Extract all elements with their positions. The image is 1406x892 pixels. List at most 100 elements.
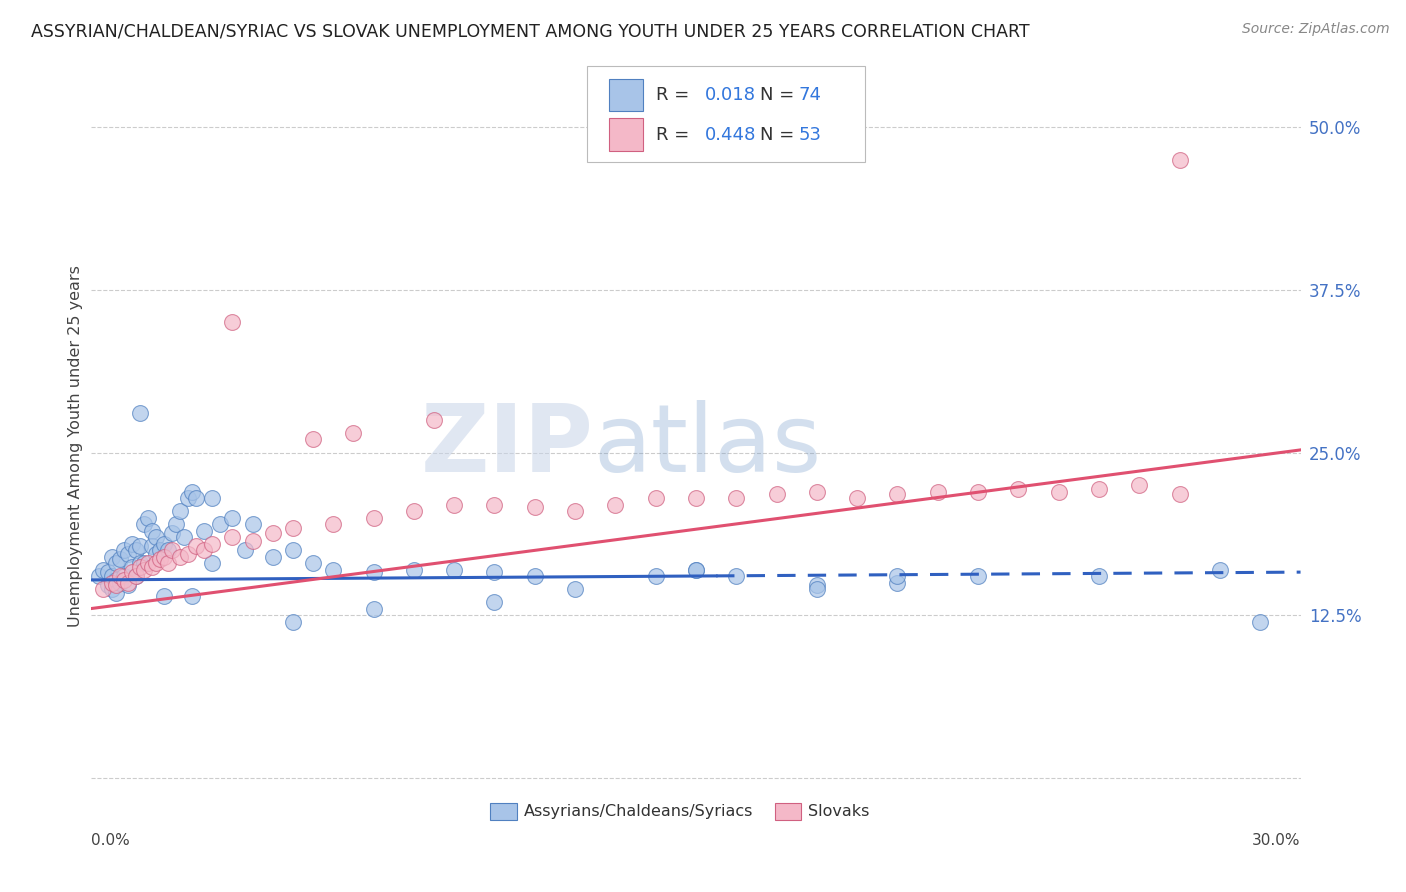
Point (153, 536, 176, 550)
Point (806, 582, 828, 596)
Point (765, 487, 787, 501)
Point (117, 547, 139, 561)
Point (342, 425, 364, 440)
Point (685, 562, 707, 576)
Point (201, 491, 224, 505)
Point (165, 516, 187, 531)
Point (121, 560, 143, 574)
Point (104, 578, 127, 592)
Point (128, 539, 150, 553)
Point (725, 569, 748, 583)
Point (443, 498, 465, 512)
Point (108, 552, 131, 566)
Text: 30.0%: 30.0% (1253, 833, 1301, 848)
Point (725, 491, 748, 505)
Y-axis label: Unemployment Among Youth under 25 years: Unemployment Among Youth under 25 years (67, 265, 83, 627)
Point (685, 491, 707, 505)
Point (181, 484, 204, 499)
Text: 0.018: 0.018 (704, 86, 755, 103)
Point (1007, 482, 1029, 496)
Point (281, 521, 304, 535)
Point (221, 530, 243, 544)
Point (169, 504, 191, 518)
Point (1168, 487, 1191, 501)
Point (1088, 569, 1111, 583)
Point (806, 578, 828, 592)
Point (806, 484, 828, 499)
Point (136, 556, 159, 570)
Point (1128, 478, 1150, 492)
Text: 53: 53 (799, 126, 821, 144)
Text: 74: 74 (799, 86, 821, 103)
Text: R =: R = (657, 86, 695, 103)
Text: N =: N = (761, 86, 800, 103)
Point (523, 569, 546, 583)
Point (402, 562, 425, 576)
Point (209, 516, 232, 531)
Point (112, 543, 135, 558)
Point (177, 491, 200, 505)
Point (363, 601, 385, 615)
Text: ASSYRIAN/CHALDEAN/SYRIAC VS SLOVAK UNEMPLOYMENT AMONG YOUTH UNDER 25 YEARS CORRE: ASSYRIAN/CHALDEAN/SYRIAC VS SLOVAK UNEMP… (31, 22, 1029, 40)
Point (193, 524, 215, 538)
Point (186, 491, 208, 505)
Point (149, 543, 172, 558)
Point (132, 516, 155, 531)
Point (100, 569, 122, 583)
Point (967, 484, 990, 499)
Point (96, 578, 118, 592)
Point (302, 556, 325, 570)
Point (156, 543, 179, 558)
Point (967, 569, 990, 583)
Point (169, 549, 191, 564)
Point (1249, 615, 1271, 629)
Point (221, 510, 243, 524)
Point (564, 504, 586, 518)
Point (363, 510, 385, 524)
Point (193, 543, 215, 558)
Bar (609, 119, 643, 151)
Point (125, 569, 148, 583)
Text: atlas: atlas (593, 400, 821, 492)
Point (1047, 484, 1070, 499)
Text: Assyrians/Chaldeans/Syriacs: Assyrians/Chaldeans/Syriacs (524, 805, 754, 820)
Text: Source: ZipAtlas.com: Source: ZipAtlas.com (1241, 22, 1389, 37)
Point (104, 573, 127, 587)
Text: 0.448: 0.448 (704, 126, 756, 144)
Point (132, 556, 155, 570)
Point (564, 582, 586, 596)
Point (221, 316, 243, 330)
Text: ZIP: ZIP (420, 400, 593, 492)
Point (104, 586, 127, 600)
Text: 0.0%: 0.0% (91, 833, 131, 848)
Point (262, 549, 284, 564)
Point (112, 569, 135, 583)
Point (141, 539, 163, 553)
Point (93, 562, 115, 576)
Point (523, 500, 546, 515)
Point (1168, 153, 1191, 167)
Point (177, 547, 200, 561)
Point (145, 530, 167, 544)
Bar (775, 804, 801, 821)
Bar (491, 804, 517, 821)
Point (125, 543, 148, 558)
Point (128, 556, 150, 570)
Point (100, 582, 122, 596)
Point (484, 595, 506, 609)
Point (149, 552, 172, 566)
Point (96, 565, 118, 579)
Point (121, 536, 143, 550)
Point (132, 562, 155, 576)
Point (153, 549, 176, 564)
Point (128, 407, 150, 421)
Point (173, 530, 195, 544)
Point (886, 575, 908, 590)
FancyBboxPatch shape (588, 66, 865, 162)
Point (145, 547, 167, 561)
Point (484, 565, 506, 579)
Point (644, 491, 666, 505)
Point (886, 487, 908, 501)
Point (322, 562, 344, 576)
Point (186, 539, 208, 553)
